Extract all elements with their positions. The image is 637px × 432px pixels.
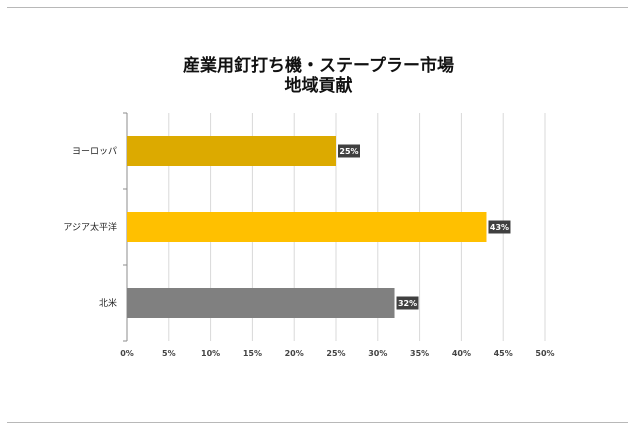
chart-title: 産業用釘打ち機・ステープラー市場: [183, 56, 454, 76]
data-label-box: [488, 220, 511, 234]
data-label-box: [338, 144, 360, 158]
x-tick-label: 35%: [410, 349, 429, 358]
data-label: 25%: [339, 147, 358, 156]
bar: [127, 212, 487, 242]
bottom-divider: [7, 422, 628, 423]
bar: [127, 288, 395, 318]
data-label: 32%: [398, 299, 417, 308]
x-tick-label: 40%: [452, 349, 471, 358]
x-tick-label: 45%: [494, 349, 513, 358]
category-label: 北米: [99, 297, 117, 309]
x-tick-label: 0%: [120, 349, 134, 358]
x-tick-label: 30%: [368, 349, 387, 358]
data-label: 43%: [490, 223, 509, 232]
labels: 0% 5% 10% 15% 20% 25% 30% 35% 40% 45% 50% ヨーロッパ 25% ア…: [63, 144, 555, 358]
top-divider: [7, 7, 628, 8]
category-label: アジア太平洋: [63, 221, 117, 233]
x-tick-label: 50%: [535, 349, 554, 358]
bar: [127, 136, 336, 166]
data-label-box: [396, 296, 419, 310]
x-tick-label: 25%: [326, 349, 345, 358]
bars: [127, 136, 487, 318]
x-tick-label: 15%: [243, 349, 262, 358]
x-tick-label: 20%: [285, 349, 304, 358]
chart-subtitle: 地域貢献: [284, 76, 353, 96]
axes: [123, 112, 128, 342]
x-tick-label: 10%: [201, 349, 220, 358]
category-label: ヨーロッパ: [72, 146, 117, 157]
x-tick-label: 5%: [162, 349, 176, 358]
